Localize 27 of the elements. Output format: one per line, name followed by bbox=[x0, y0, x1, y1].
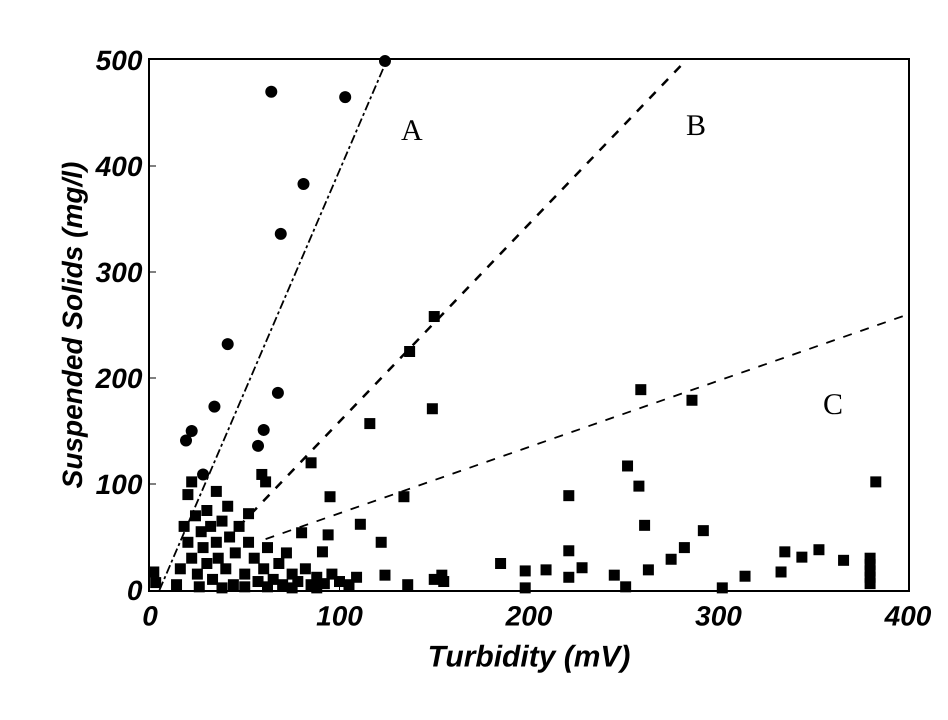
point bbox=[252, 440, 264, 452]
y-tick-label: 100 bbox=[96, 468, 143, 500]
point bbox=[197, 468, 210, 480]
series-label: A bbox=[401, 114, 423, 147]
series-label: C bbox=[823, 388, 844, 421]
point bbox=[272, 386, 284, 399]
point bbox=[274, 228, 287, 240]
x-tick-label: 400 bbox=[884, 600, 932, 632]
x-tick-label: 100 bbox=[316, 600, 364, 632]
x-axis-title: Turbidity (mV) bbox=[428, 640, 630, 674]
point bbox=[208, 400, 220, 413]
y-tick-label: 400 bbox=[94, 150, 143, 182]
series-label: B bbox=[686, 109, 706, 142]
x-tick-label: 300 bbox=[695, 600, 742, 632]
y-axis-title: Suspended Solids (mg/l) bbox=[56, 162, 88, 488]
y-tick-label: 200 bbox=[94, 362, 143, 394]
point bbox=[298, 178, 310, 190]
point bbox=[186, 425, 198, 437]
y-tick-label: 500 bbox=[96, 44, 143, 76]
point bbox=[222, 338, 234, 350]
y-tick-label: 300 bbox=[96, 256, 143, 288]
y-tick-label: 0 bbox=[126, 574, 143, 606]
point bbox=[258, 424, 270, 436]
point bbox=[265, 86, 278, 98]
point bbox=[339, 91, 352, 104]
point bbox=[180, 434, 192, 447]
x-tick-label: 200 bbox=[504, 600, 553, 632]
